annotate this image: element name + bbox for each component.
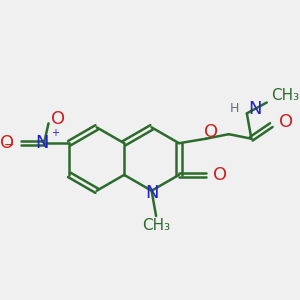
Text: CH₃: CH₃: [271, 88, 299, 103]
Text: N: N: [145, 184, 158, 202]
Text: O: O: [278, 113, 292, 131]
Text: O: O: [0, 134, 14, 152]
Text: N: N: [35, 134, 49, 152]
Text: N: N: [249, 100, 262, 118]
Text: −: −: [3, 139, 14, 152]
Text: +: +: [51, 128, 59, 138]
Text: CH₃: CH₃: [142, 218, 170, 233]
Text: O: O: [204, 123, 218, 141]
Text: H: H: [230, 102, 240, 115]
Text: O: O: [213, 166, 227, 184]
Text: O: O: [51, 110, 65, 128]
